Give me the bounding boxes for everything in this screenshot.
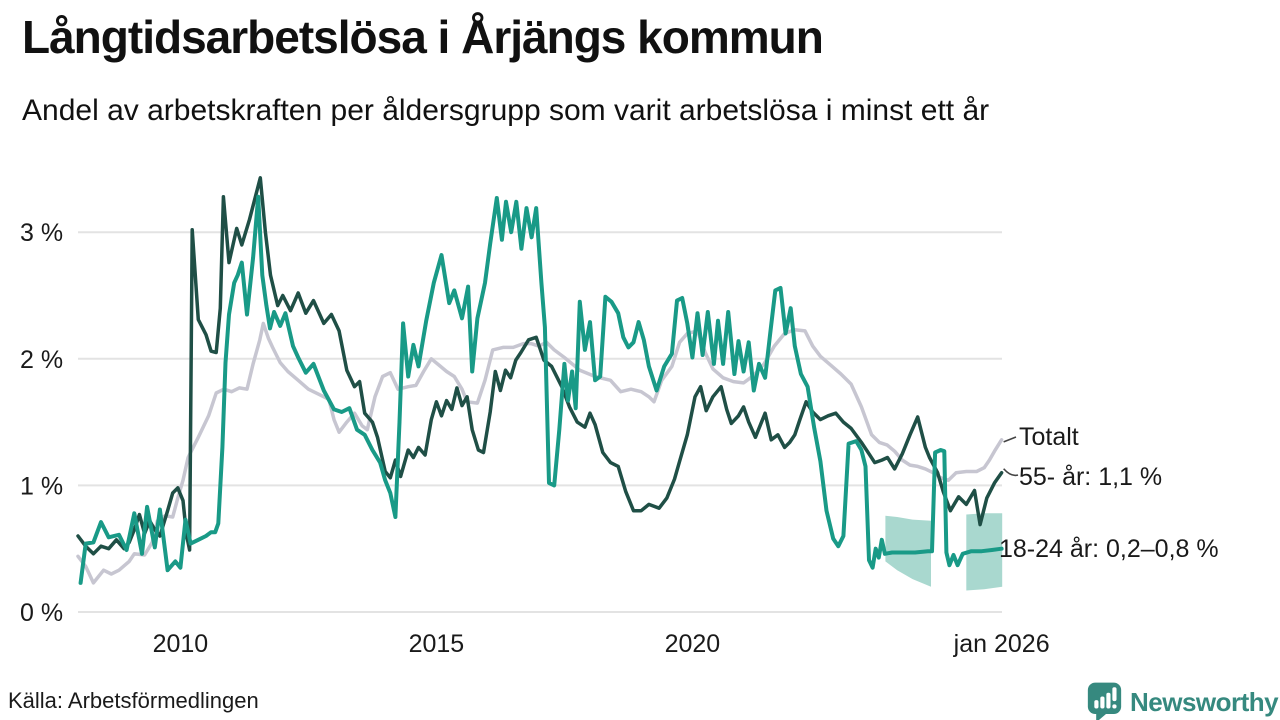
annotation-totalt: Totalt: [1019, 423, 1079, 451]
y-tick-label: 0 %: [20, 599, 63, 627]
x-tick-label: 2015: [409, 630, 465, 658]
series-lines: [76, 176, 1004, 585]
annotation-18-24-ar: 18-24 år: 0,2–0,8 %: [999, 535, 1219, 563]
callout-55-ar: [1003, 468, 1019, 477]
axis-labels: 3 % 2 % 1 % 0 % 2010 2015 2020 jan 2026: [20, 219, 1050, 658]
x-tick-label: 2020: [665, 630, 721, 658]
gridlines: [78, 231, 1002, 613]
series-line-55-ar: [76, 176, 1004, 556]
chart-subtitle: Andel av arbetskraften per åldersgrupp s…: [22, 94, 990, 127]
x-tick-label: jan 2026: [953, 630, 1050, 658]
annotation-55-ar: 55- år: 1,1 %: [1019, 463, 1163, 491]
y-tick-label: 3 %: [20, 219, 63, 247]
newsworthy-wordmark: Newsworthy: [1130, 686, 1279, 717]
source-note: Källa: Arbetsförmedlingen: [8, 688, 259, 713]
chart-title: Långtidsarbetslösa i Årjängs kommun: [22, 11, 824, 63]
newsworthy-logo: Newsworthy: [1086, 680, 1279, 720]
newsworthy-bubble-icon: [1087, 682, 1122, 720]
x-tick-label: 2010: [153, 630, 209, 658]
annotation-callouts: [1003, 436, 1019, 477]
series-line-totalt: [76, 321, 1004, 585]
callout-totalt: [1003, 436, 1017, 443]
y-tick-label: 2 %: [20, 346, 63, 374]
series-line-18-24-ar: [78, 194, 1004, 585]
y-tick-label: 1 %: [20, 472, 63, 500]
